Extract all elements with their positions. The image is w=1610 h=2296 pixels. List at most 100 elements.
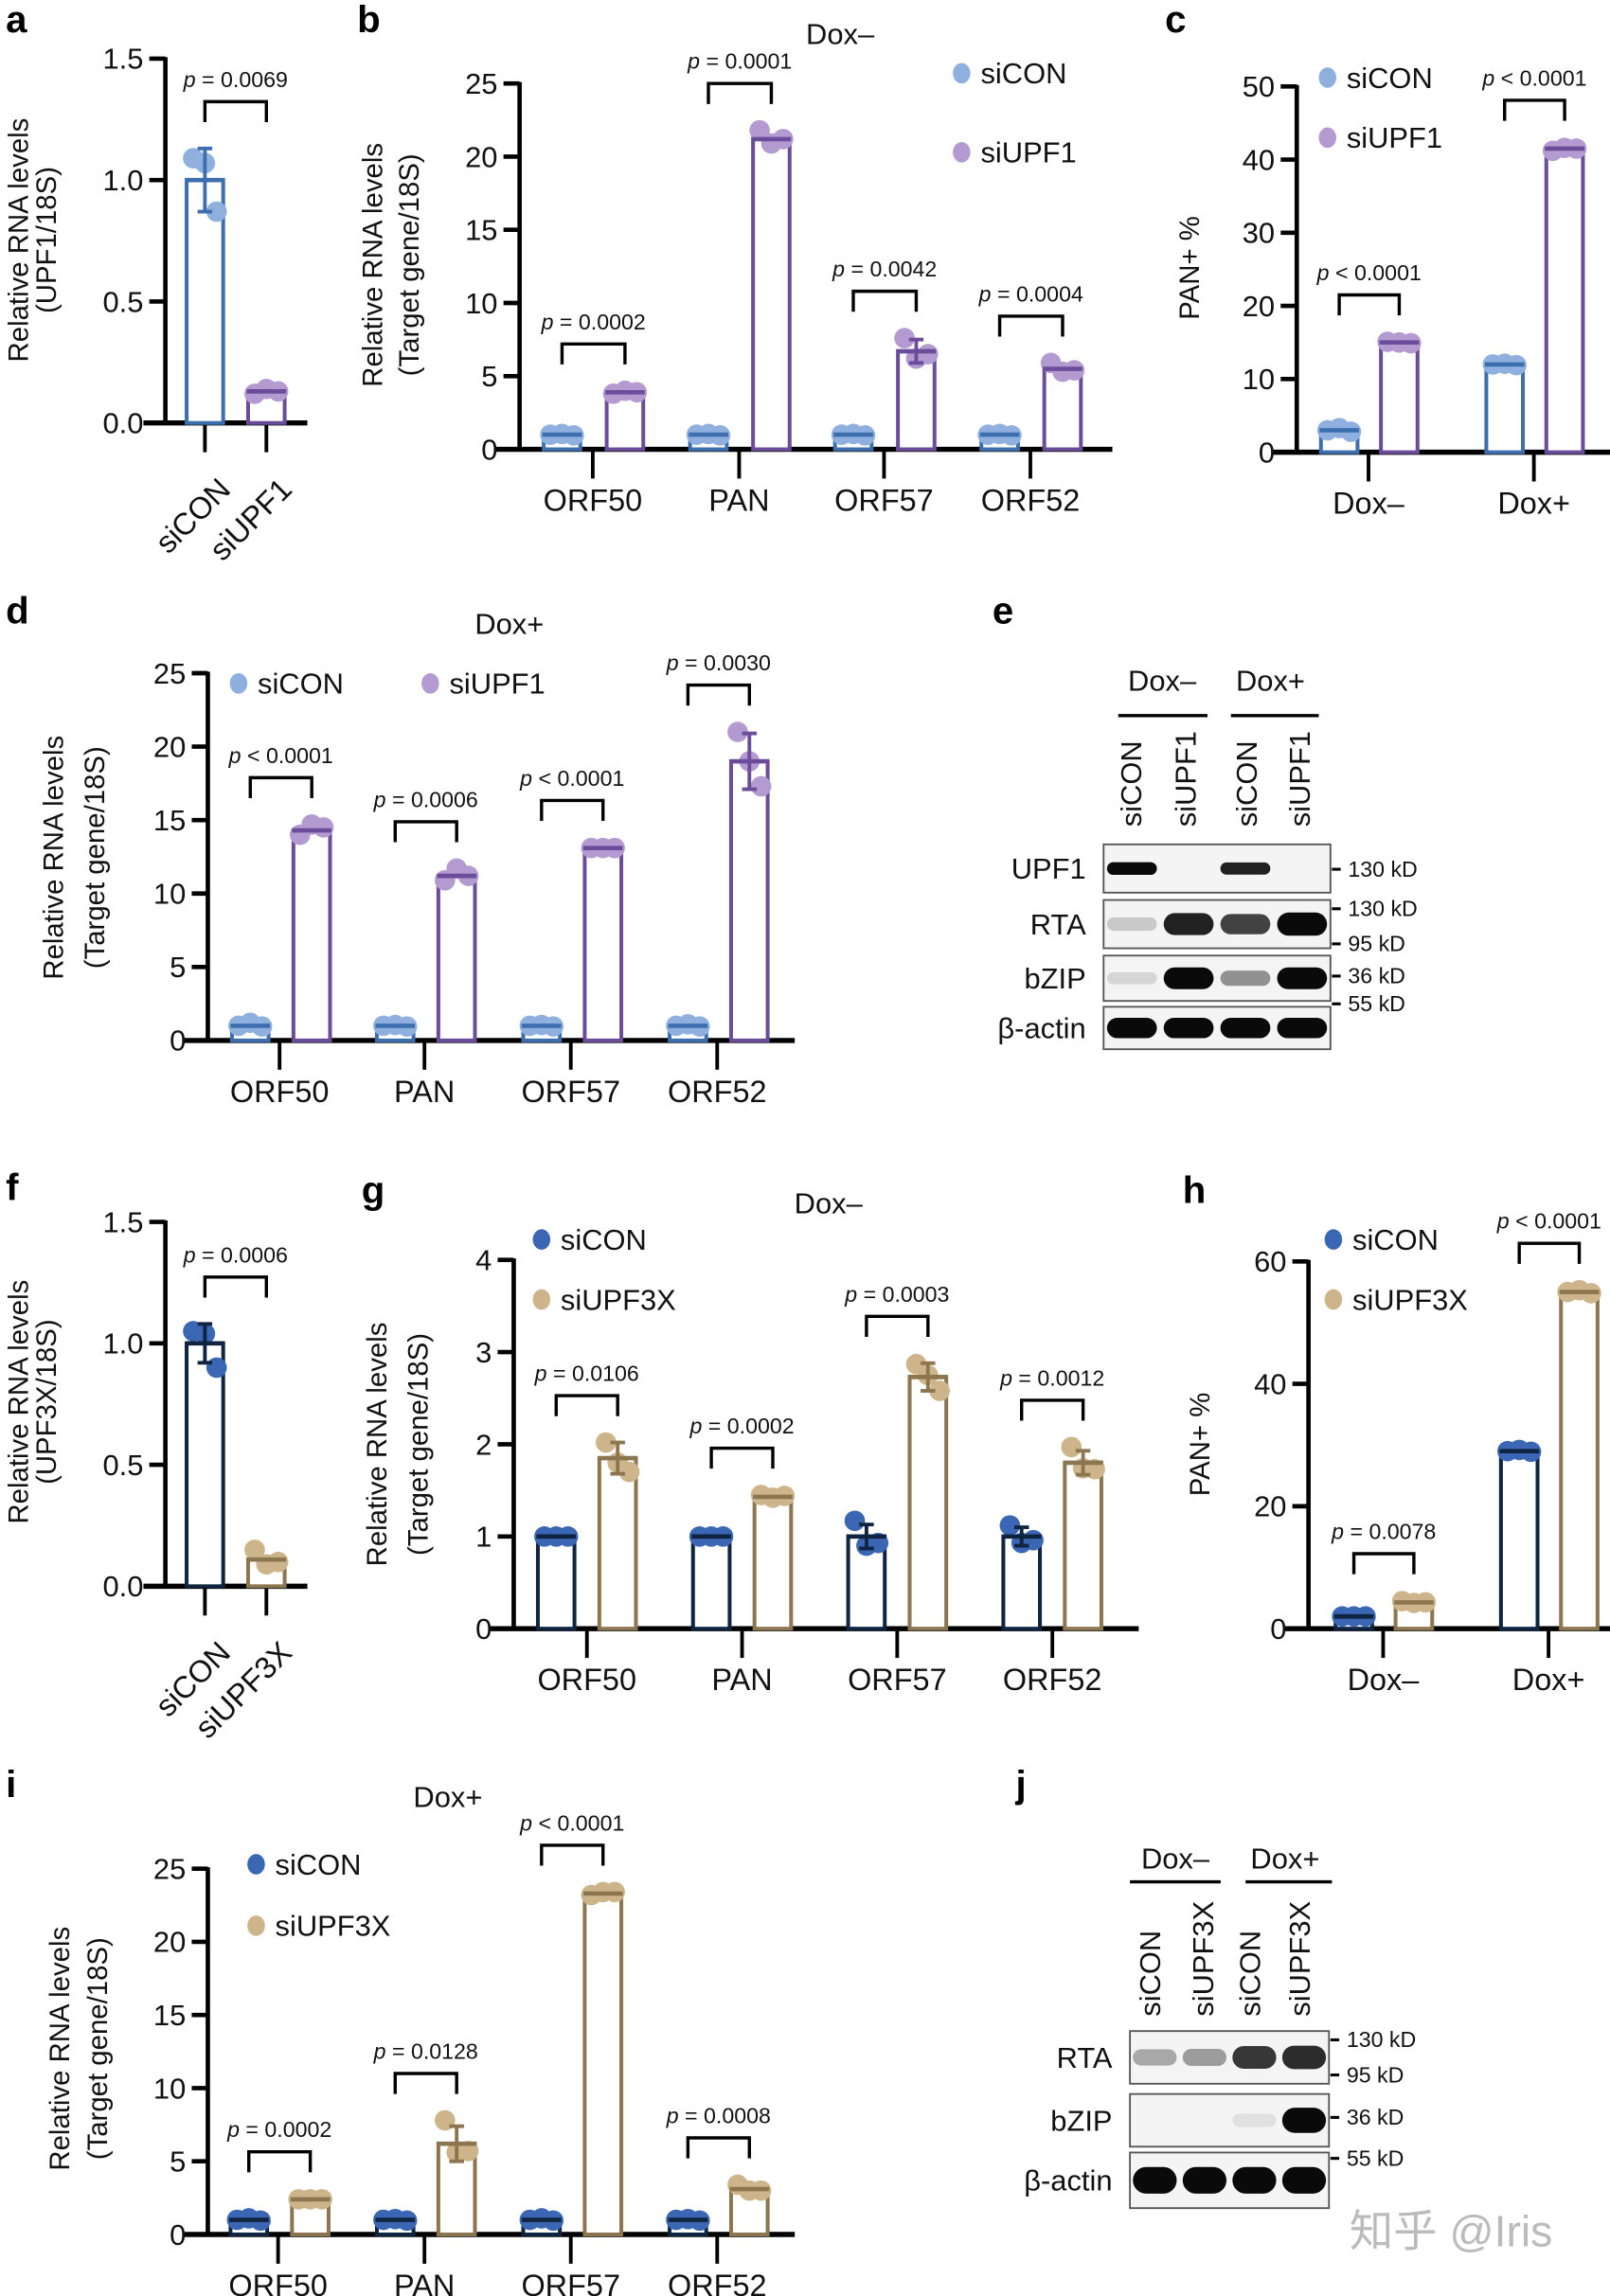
data-point <box>596 1432 617 1453</box>
data-point <box>1061 1436 1082 1458</box>
x-tick-label: ORF52 <box>1003 1663 1102 1697</box>
legend-label: siCON <box>276 1848 362 1881</box>
x-tick-label: Dox+ <box>1497 487 1570 521</box>
lane-label: siUPF3X <box>1283 1901 1316 2017</box>
p-value-label: p < 0.0001 <box>1481 66 1586 91</box>
p-value-label: p < 0.0001 <box>519 766 624 791</box>
panel-title: Dox– <box>806 17 875 50</box>
y-tick-label: 40 <box>1254 1367 1286 1400</box>
legend-label: siUPF3X <box>1352 1283 1468 1316</box>
y-tick-label: 25 <box>465 67 497 100</box>
significance-bracket <box>851 289 919 312</box>
significance-bracket <box>554 1394 619 1416</box>
legend-label: siUPF1 <box>980 136 1076 169</box>
lane-label: siCON <box>1115 740 1148 827</box>
panel-letter: h <box>1183 1168 1207 1211</box>
significance-bracket <box>686 2136 751 2159</box>
p-value-label: p = 0.0042 <box>832 257 937 281</box>
y-tick-label: 10 <box>1243 363 1275 396</box>
legend-marker-icon <box>532 1229 551 1250</box>
y-tick-label: 20 <box>1243 290 1275 323</box>
panel-f: f Relative RNA levels(UPF3X/18S) 0.0 0.5 1.0… <box>4 1166 308 1745</box>
molecular-weight-marker: 36 kD <box>1348 964 1405 988</box>
protein-band <box>1220 862 1271 875</box>
p-value-label: p = 0.0006 <box>373 787 478 811</box>
p-value-label: p = 0.0002 <box>689 1414 794 1438</box>
x-tick-label: ORF52 <box>981 483 1081 517</box>
significance-bracket <box>540 1843 605 1866</box>
x-tick-label: ORF57 <box>521 1075 620 1109</box>
y-tick-label: 1.0 <box>103 1327 144 1361</box>
significance-bracket <box>248 775 313 799</box>
bar-siUPF1-PAN <box>751 136 792 452</box>
significance-bracket <box>865 1314 930 1337</box>
blot-row-label: bZIP <box>1050 2104 1112 2137</box>
p-value-label: p = 0.0078 <box>1331 1520 1436 1544</box>
p-value-label: p = 0.0008 <box>666 2104 771 2128</box>
protein-band <box>1106 971 1157 985</box>
x-tick-label: PAN <box>394 1075 455 1109</box>
y-tick-label: 0 <box>1270 1612 1286 1646</box>
bar-siCON-ORF52 <box>1001 1534 1043 1631</box>
protein-band <box>1232 2113 1277 2127</box>
blot-row-label: bZIP <box>1024 962 1085 995</box>
legend-item: siUPF1 <box>1318 121 1442 154</box>
y-tick-label: 20 <box>465 140 497 173</box>
x-tick-label: PAN <box>394 2269 455 2296</box>
y-tick-label: 0.5 <box>103 285 144 318</box>
y-tick-label: 4 <box>475 1244 492 1277</box>
protein-band <box>1220 914 1271 934</box>
legend-marker-icon <box>953 142 971 163</box>
protein-band <box>1220 1018 1271 1039</box>
y-tick-label: 0.0 <box>103 1570 144 1603</box>
protein-band <box>1106 862 1157 876</box>
significance-bracket <box>707 81 774 104</box>
y-tick-label: 3 <box>475 1336 492 1369</box>
y-axis-label: PAN+ % <box>1185 1393 1216 1497</box>
protein-band <box>1133 2166 1177 2194</box>
bar-siUPF3X-Dox+ <box>1559 1290 1600 1631</box>
y-tick-label: 1.5 <box>103 43 144 76</box>
protein-band <box>1106 917 1157 932</box>
x-tick-label: ORF50 <box>228 2269 328 2296</box>
panel-h: h PAN+ % 0 20 40 60 Dox– Dox+ p = 0.0078 p < 0.00… <box>1183 1168 1610 1697</box>
protein-band <box>1133 2049 1177 2066</box>
western-blot-j: j Dox– Dox+ siCON siUPF3X siCON siUPF3X RTA 130 … <box>1015 1763 1416 2210</box>
legend-label: siUPF1 <box>449 667 545 701</box>
legend-item: siCON <box>1324 1223 1439 1256</box>
molecular-weight-marker: 55 kD <box>1347 2145 1404 2170</box>
y-axis-label: Relative RNA levels <box>362 1323 393 1567</box>
y-tick-label: 0 <box>475 1612 492 1646</box>
data-point <box>727 721 748 742</box>
bar-siUPF3X-ORF57 <box>907 1375 949 1631</box>
x-tick-label: ORF52 <box>668 2269 767 2296</box>
p-value-label: p < 0.0001 <box>1496 1209 1601 1234</box>
legend-label: siCON <box>258 667 344 701</box>
data-point <box>750 775 772 797</box>
x-tick-label: ORF57 <box>834 483 934 517</box>
legend-marker-icon <box>953 62 971 84</box>
bar-siUPF1-ORF57 <box>582 845 624 1042</box>
data-point <box>929 1380 950 1401</box>
panel-b: b Dox– Relative RNA levels (Target gene/18S… <box>357 0 1113 517</box>
y-tick-label: 10 <box>153 2072 186 2105</box>
western-blot-e: e Dox– Dox+ siCON siUPF1 siCON siUPF1 UPF1 130 k… <box>993 589 1418 1051</box>
significance-bracket <box>540 798 605 822</box>
legend-marker-icon <box>1324 1229 1343 1250</box>
significance-bracket <box>1503 98 1566 121</box>
y-tick-label: 0.5 <box>103 1449 144 1482</box>
lane-label: siCON <box>1230 740 1263 827</box>
legend-marker-icon <box>1318 127 1336 149</box>
y-tick-label: 2 <box>475 1428 492 1461</box>
y-tick-label: 40 <box>1243 143 1275 176</box>
y-axis-label: Relative RNA levels <box>39 736 70 980</box>
legend-marker-icon <box>247 1915 265 1936</box>
y-tick-label: 15 <box>465 214 497 247</box>
panel-title: Dox+ <box>413 1781 482 1814</box>
y-tick-label: 60 <box>1254 1245 1286 1278</box>
p-value-label: p < 0.0001 <box>519 1810 624 1835</box>
x-tick-label: PAN <box>711 1663 772 1697</box>
y-tick-label: 5 <box>170 2145 186 2179</box>
y-axis-label: (Target gene/18S) <box>80 746 111 969</box>
legend-marker-icon <box>421 673 439 694</box>
